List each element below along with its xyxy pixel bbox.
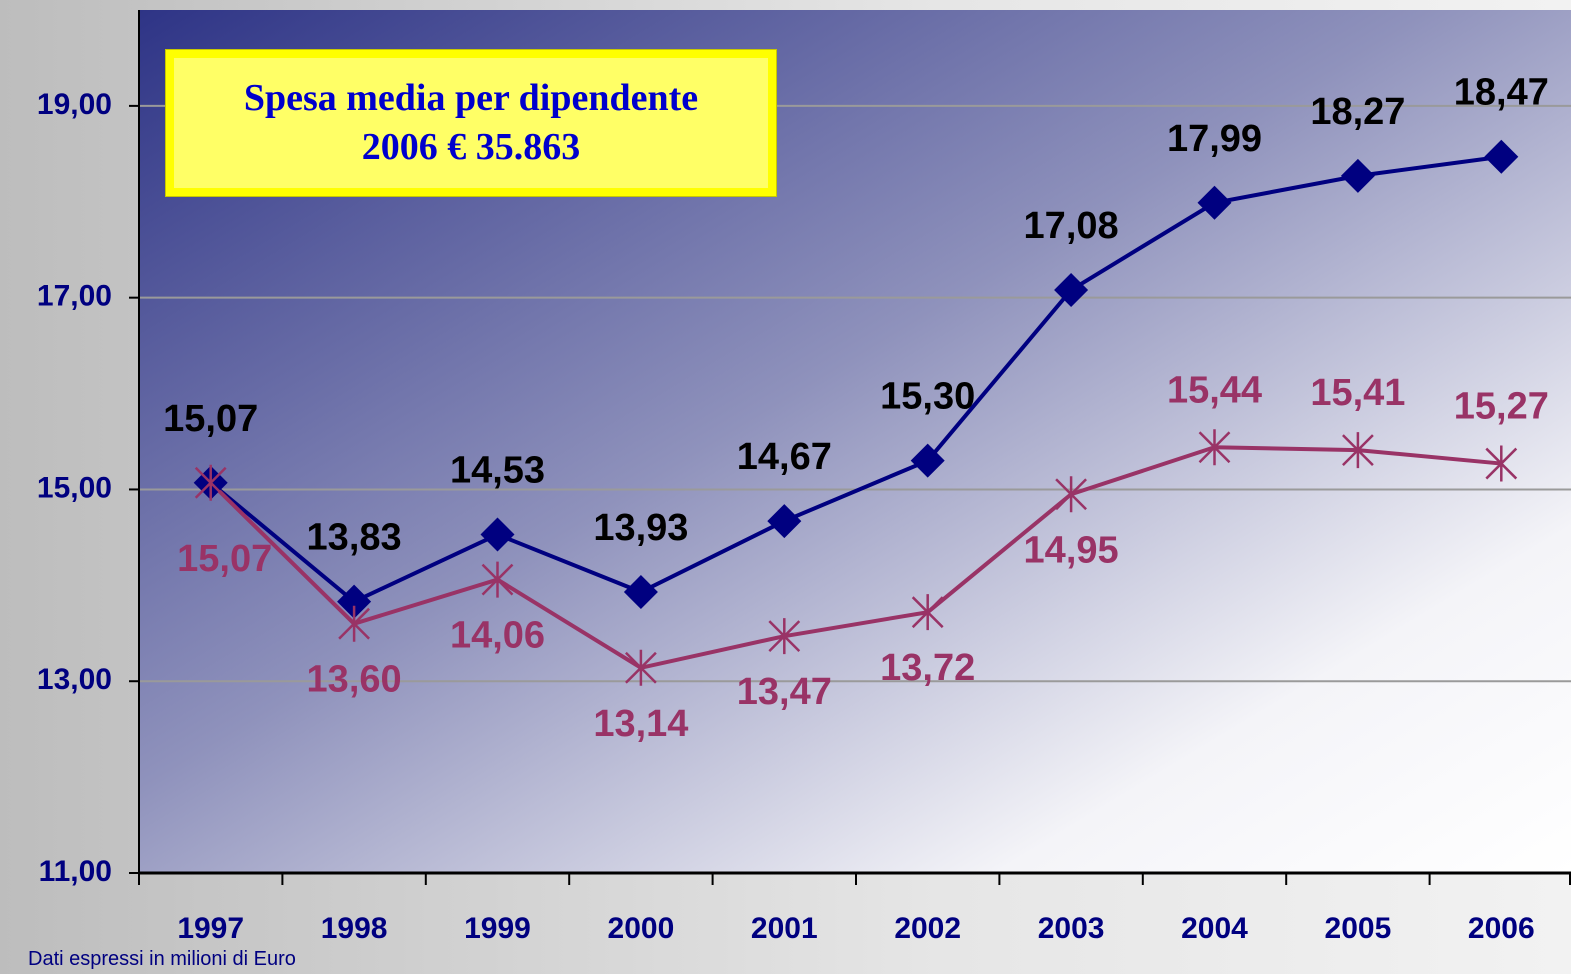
footnote: Dati espressi in milioni di Euro xyxy=(28,948,296,970)
marker xyxy=(1198,429,1231,466)
x-tick-label: 2001 xyxy=(751,912,818,945)
data-label: 13,60 xyxy=(307,659,402,701)
marker xyxy=(910,443,945,478)
marker xyxy=(1197,185,1232,220)
marker xyxy=(623,575,658,610)
data-label: 14,06 xyxy=(450,615,545,657)
series-line xyxy=(209,445,1502,670)
x-tick-label: 2002 xyxy=(894,912,961,945)
marker xyxy=(194,464,227,501)
x-tick-label: 1998 xyxy=(321,912,388,945)
marker xyxy=(481,561,514,598)
data-label: 13,14 xyxy=(593,703,688,745)
y-tick-label: 19,00 xyxy=(37,88,112,121)
data-label: 15,07 xyxy=(163,398,258,440)
marker xyxy=(1340,158,1375,193)
data-label: 14,67 xyxy=(737,436,832,478)
marker xyxy=(1054,272,1089,307)
data-label: 13,72 xyxy=(880,647,975,689)
data-label: 13,93 xyxy=(593,507,688,549)
x-tick-label: 2006 xyxy=(1468,912,1535,945)
data-label: 18,27 xyxy=(1310,91,1405,133)
marker xyxy=(337,584,372,619)
x-tick-label: 2000 xyxy=(608,912,675,945)
x-tick-label: 2004 xyxy=(1181,912,1248,945)
annotation: Spesa media per dipendente 2006 € 35.863 xyxy=(165,49,777,197)
data-label: 15,30 xyxy=(880,376,975,418)
data-label: 15,27 xyxy=(1454,386,1549,428)
y-tick-label: 15,00 xyxy=(37,471,112,504)
marker xyxy=(1342,432,1374,469)
marker xyxy=(625,649,657,686)
data-label: 14,53 xyxy=(450,450,545,492)
data-label: 13,83 xyxy=(307,517,402,559)
data-label: 17,08 xyxy=(1024,205,1119,247)
data-label: 18,47 xyxy=(1454,72,1549,114)
marker xyxy=(480,517,515,552)
x-tick-label: 1999 xyxy=(464,912,531,945)
x-tick-label: 2005 xyxy=(1325,912,1392,945)
marker xyxy=(767,504,802,539)
y-tick-label: 13,00 xyxy=(37,663,112,696)
marker xyxy=(1485,445,1518,482)
data-label: 13,47 xyxy=(737,671,832,713)
x-tick-label: 2003 xyxy=(1038,912,1105,945)
data-label: 15,41 xyxy=(1310,372,1405,414)
data-label: 15,07 xyxy=(177,538,272,580)
marker xyxy=(1055,476,1087,513)
y-tick-label: 11,00 xyxy=(39,855,112,888)
y-tick-label: 17,00 xyxy=(37,280,112,313)
series-line xyxy=(209,154,1502,604)
data-label: 14,95 xyxy=(1024,529,1119,571)
marker xyxy=(911,594,944,631)
data-label: 15,44 xyxy=(1167,369,1262,411)
marker xyxy=(768,618,801,655)
marker xyxy=(338,605,370,642)
data-label: 17,99 xyxy=(1167,118,1262,160)
marker xyxy=(1484,139,1519,174)
x-tick-label: 1997 xyxy=(177,912,244,945)
